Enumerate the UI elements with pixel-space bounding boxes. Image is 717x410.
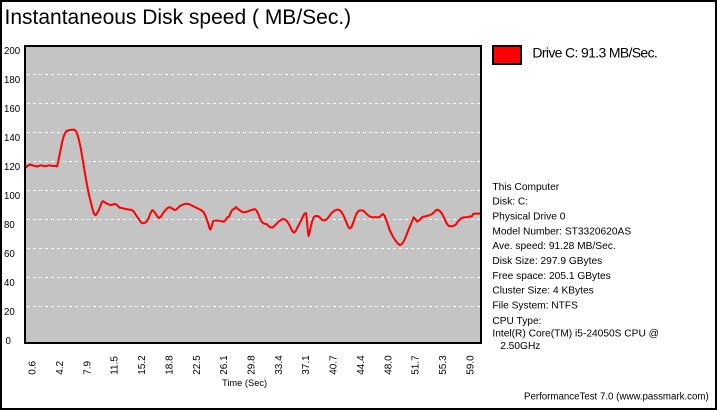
svg-text:15.2: 15.2 [137, 355, 148, 375]
svg-text:Instantaneous Disk speed ( MB/: Instantaneous Disk speed ( MB/Sec.) [5, 6, 352, 29]
svg-text:80: 80 [4, 220, 15, 231]
svg-text:Cluster Size: 4 KBytes: Cluster Size: 4 KBytes [492, 286, 593, 297]
svg-text:0.6: 0.6 [28, 360, 39, 374]
svg-text:48.0: 48.0 [383, 355, 394, 375]
svg-text:200: 200 [4, 46, 21, 57]
svg-text:160: 160 [4, 104, 21, 115]
svg-text:File System: NTFS: File System: NTFS [492, 301, 578, 312]
svg-text:Disk Size: 297.9 GBytes: Disk Size: 297.9 GBytes [492, 256, 602, 267]
svg-text:7.9: 7.9 [82, 360, 93, 374]
svg-text:18.8: 18.8 [164, 355, 175, 375]
svg-text:Free space: 205.1 GBytes: Free space: 205.1 GBytes [492, 271, 610, 282]
svg-text:CPU Type:: CPU Type: [492, 316, 541, 327]
svg-text:40.7: 40.7 [329, 355, 340, 375]
svg-text:PerformanceTest 7.0 (www.passm: PerformanceTest 7.0 (www.passmark.com) [524, 392, 709, 403]
svg-text:20: 20 [4, 307, 15, 318]
svg-text:44.4: 44.4 [356, 355, 367, 375]
svg-text:59.0: 59.0 [465, 355, 476, 375]
svg-text:Disk: C:: Disk: C: [492, 197, 528, 208]
svg-text:Intel(R) Core(TM) i5-24050S CP: Intel(R) Core(TM) i5-24050S CPU @ [492, 329, 659, 340]
svg-text:Ave. speed: 91.28 MB/Sec.: Ave. speed: 91.28 MB/Sec. [492, 241, 615, 252]
svg-text:11.5: 11.5 [110, 356, 121, 375]
svg-text:29.8: 29.8 [247, 355, 258, 375]
svg-text:37.1: 37.1 [301, 355, 312, 375]
svg-text:60: 60 [4, 249, 15, 260]
svg-text:26.1: 26.1 [219, 355, 230, 375]
svg-text:140: 140 [4, 133, 21, 144]
svg-text:Time (Sec): Time (Sec) [222, 378, 267, 388]
svg-text:22.5: 22.5 [192, 355, 203, 375]
svg-text:55.3: 55.3 [438, 355, 449, 375]
svg-text:33.4: 33.4 [274, 355, 285, 375]
svg-text:Model Number: ST3320620AS: Model Number: ST3320620AS [492, 226, 631, 237]
svg-text:Physical Drive 0: Physical Drive 0 [492, 212, 565, 223]
svg-text:This Computer: This Computer [492, 182, 559, 193]
svg-text:51.7: 51.7 [411, 355, 422, 375]
svg-text:40: 40 [4, 278, 15, 289]
svg-text:0: 0 [6, 336, 12, 347]
svg-text:100: 100 [4, 191, 21, 202]
svg-text:Drive C: 91.3 MB/Sec.: Drive C: 91.3 MB/Sec. [532, 45, 657, 61]
svg-text:120: 120 [4, 162, 21, 173]
svg-text:4.2: 4.2 [55, 360, 66, 374]
svg-text:180: 180 [4, 75, 21, 86]
svg-text:2.50GHz: 2.50GHz [500, 341, 540, 352]
